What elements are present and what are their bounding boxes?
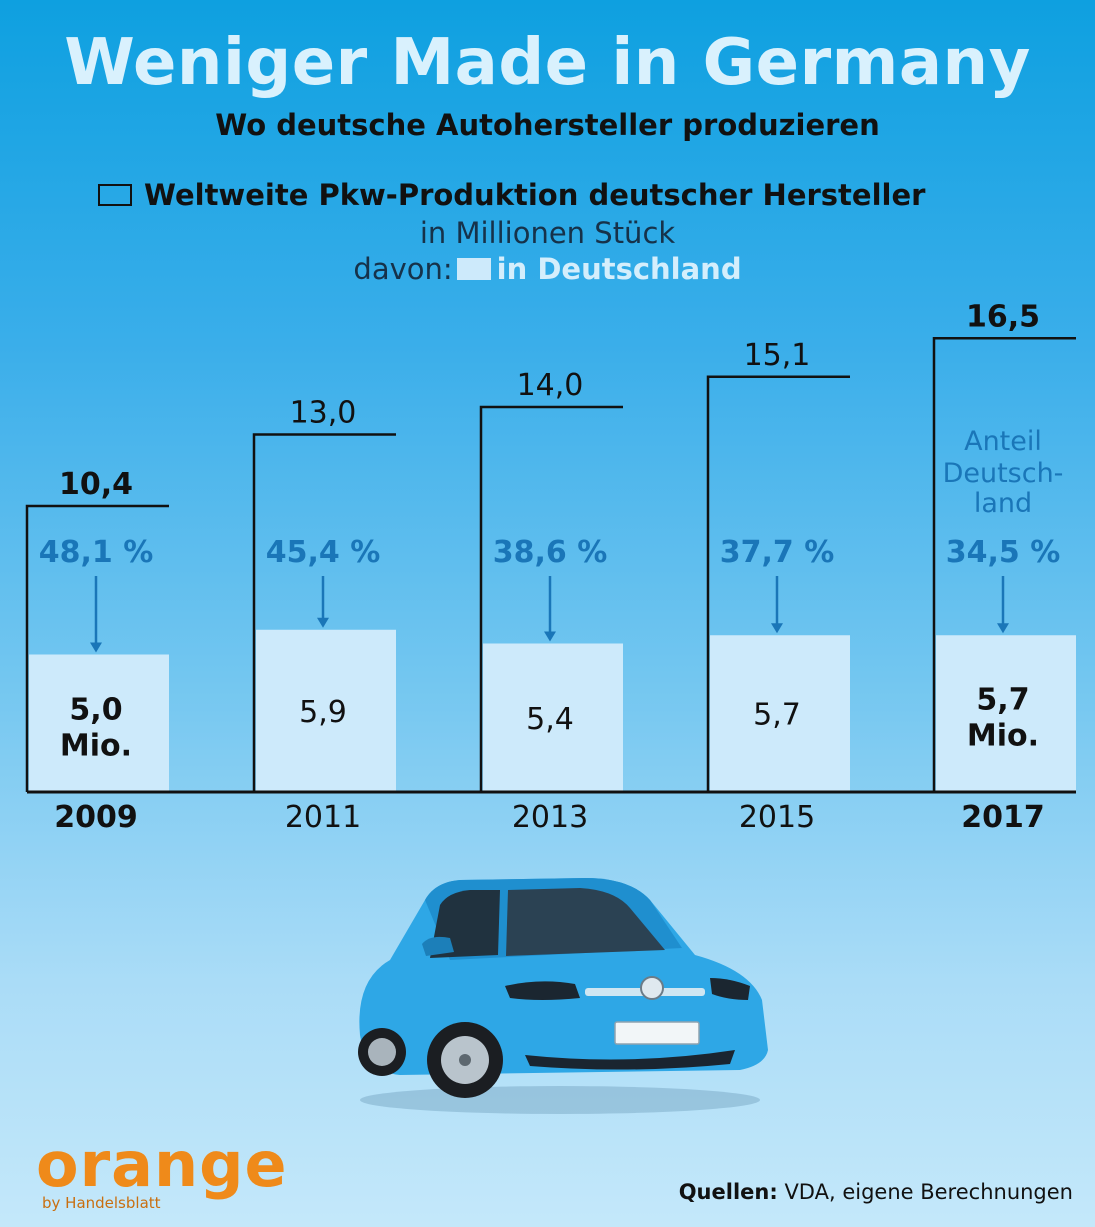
total-label-2017: 16,5 (966, 300, 1040, 334)
bar-germany-2015 (710, 635, 850, 791)
legend-outline-swatch (98, 184, 132, 206)
bar-total-2013 (479, 405, 623, 792)
car-icon (358, 878, 768, 1114)
bar-germany-2013 (483, 643, 623, 791)
page-subtitle: Wo deutsche Autohersteller produzieren (215, 108, 880, 142)
total-label-2009: 10,4 (59, 467, 133, 502)
source-note: Quellen: VDA, eigene Berechnungen (679, 1180, 1073, 1204)
legend-germany-label: in Deutschland (496, 252, 742, 286)
annotation-line-1: Anteil (964, 426, 1042, 457)
category-label-2011: 2011 (285, 800, 361, 835)
share-arrow-head-2009 (90, 642, 102, 653)
total-label-2013: 14,0 (517, 368, 584, 403)
category-label-2015: 2015 (739, 800, 815, 835)
legend-total: Weltweite Pkw-Produktion deutscher Herst… (98, 178, 998, 212)
share-label-2015: 37,7 % (720, 535, 835, 570)
legend-germany: davon: in Deutschland (0, 252, 1095, 286)
category-label-2009: 2009 (54, 800, 138, 835)
total-label-2015: 15,1 (744, 338, 811, 373)
logo-wordmark: orange (36, 1128, 288, 1201)
source-text: VDA, eigene Berechnungen (784, 1180, 1073, 1204)
annotation-line-3: land (974, 488, 1032, 519)
page-title: Weniger Made in Germany (64, 26, 1031, 100)
bar-germany-2011 (256, 629, 396, 791)
car-illustration (330, 860, 770, 1124)
annotation-line-2: Deutsch- (943, 458, 1064, 489)
germany-unit-2009: Mio. (60, 728, 132, 763)
category-label-2013: 2013 (512, 800, 588, 835)
bar-total-2017 (932, 337, 1076, 792)
germany-label-2009: 5,0 (69, 692, 122, 727)
bar-germany-2009 (29, 654, 169, 791)
germany-label-2013: 5,4 (526, 702, 574, 737)
germany-unit-2017: Mio. (967, 719, 1039, 754)
bar-germany-2017 (936, 635, 1076, 791)
bar-total-2009 (25, 504, 169, 792)
share-arrow-head-2017 (997, 623, 1009, 634)
legend-fill-swatch (456, 258, 491, 280)
germany-label-2011: 5,9 (299, 695, 347, 730)
total-label-2011: 13,0 (290, 396, 357, 431)
share-label-2017: 34,5 % (946, 535, 1061, 570)
share-arrow-head-2015 (771, 623, 783, 634)
legend-total-label: Weltweite Pkw-Produktion deutscher Herst… (144, 178, 926, 212)
share-label-2011: 45,4 % (266, 535, 381, 570)
share-label-2013: 38,6 % (493, 535, 608, 570)
logo-byline: by Handelsblatt (42, 1194, 161, 1212)
germany-label-2015: 5,7 (753, 698, 801, 733)
share-arrow-head-2013 (544, 631, 556, 642)
legend-davon: davon: (353, 252, 453, 286)
category-label-2017: 2017 (961, 800, 1045, 835)
germany-label-2017: 5,7 (976, 683, 1029, 718)
share-arrow-head-2011 (317, 617, 329, 628)
bar-total-2011 (252, 433, 396, 792)
bar-total-2015 (706, 375, 850, 792)
brand-logo: orange by Handelsblatt (36, 1128, 288, 1213)
share-label-2009: 48,1 % (39, 535, 154, 570)
legend-unit: in Millionen Stück (419, 216, 676, 250)
source-label: Quellen: (678, 1180, 778, 1204)
